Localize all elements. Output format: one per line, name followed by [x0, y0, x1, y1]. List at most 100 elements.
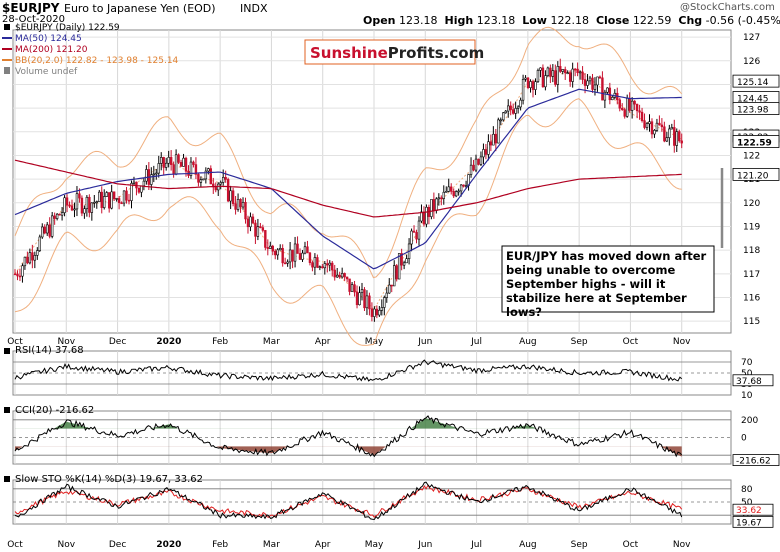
candle-body: [70, 205, 74, 211]
sto-panel: [12, 479, 732, 525]
candle-body: [450, 186, 453, 192]
candle-body: [46, 224, 49, 234]
candle-body: [350, 284, 354, 292]
legend-label: MA(200) 121.20: [15, 45, 88, 55]
candle-body: [648, 121, 651, 125]
watermark: @StockCharts.com: [680, 2, 775, 13]
candle-body: [541, 67, 545, 88]
candle-body: [204, 170, 208, 180]
price-tag-label: 123.98: [737, 106, 769, 116]
candle-body: [122, 190, 126, 204]
candle-body: [551, 70, 555, 77]
sto-tick-label: 50: [741, 498, 753, 508]
rsi-tag-label: 37.68: [736, 377, 762, 387]
candle-body: [58, 213, 61, 216]
candle-body: [251, 216, 255, 224]
candle-body: [244, 201, 247, 220]
candle-body: [219, 182, 222, 185]
candle-body: [331, 262, 334, 271]
legend-swatch: [4, 24, 10, 30]
annotation-text: September highs - will it: [506, 277, 666, 291]
candle-body: [274, 250, 277, 256]
logo-part1: Sunshine: [310, 44, 388, 62]
candle-body: [229, 190, 232, 202]
open-value: 123.18: [399, 14, 438, 27]
candle-body: [281, 248, 284, 264]
candle-body: [246, 218, 250, 228]
candle-body: [549, 67, 552, 77]
candle-body: [420, 211, 423, 222]
candle-body: [670, 127, 674, 130]
annotation-box: [501, 245, 715, 313]
price-tick-label: 126: [743, 57, 760, 67]
candle-body: [321, 266, 324, 269]
candle-body: [150, 174, 153, 185]
cci-tag: [732, 454, 780, 466]
candle-body: [531, 81, 535, 90]
annotation-text: lows?: [506, 305, 542, 319]
rsi-panel: [12, 350, 732, 396]
price-tag: [732, 167, 780, 181]
candle-body: [360, 289, 364, 294]
candle-body: [519, 99, 522, 108]
candle-body: [221, 177, 225, 183]
candle-body: [236, 199, 240, 210]
low-value: 122.18: [550, 14, 589, 27]
candle-body: [390, 284, 393, 287]
candle-body: [254, 222, 257, 237]
candle-body: [417, 220, 421, 240]
candle-body: [571, 68, 574, 82]
candle-body: [288, 249, 292, 263]
candle-body: [189, 161, 193, 176]
candle-body: [452, 191, 455, 197]
candle-body: [529, 81, 532, 89]
candle-body: [112, 191, 116, 199]
candle-body: [271, 245, 274, 252]
candle-body: [608, 87, 612, 101]
candle-body: [36, 250, 39, 256]
legend-label: $EURJPY (Daily) 122.59: [15, 23, 120, 33]
candle-body: [192, 161, 195, 165]
candle-body: [286, 261, 289, 264]
symbol: $EURJPY: [2, 1, 60, 15]
candle-body: [393, 265, 396, 287]
candle-body: [338, 274, 341, 278]
candle-body: [231, 190, 235, 204]
candle-body: [217, 183, 220, 191]
candle-body: [179, 162, 183, 167]
candle-body: [98, 191, 101, 202]
candle-body: [410, 230, 413, 245]
price-tick-label: 120: [743, 199, 760, 209]
cci-tag-label: -216.62: [736, 457, 771, 467]
candle-body: [415, 232, 418, 240]
candle-body: [18, 275, 22, 278]
candle-body: [564, 69, 567, 74]
candle-body: [611, 97, 614, 101]
candle-body: [323, 263, 327, 269]
close-value: 122.59: [632, 14, 672, 27]
candle-body: [209, 168, 213, 185]
candle-body: [234, 203, 237, 210]
candle-body: [635, 103, 639, 112]
candle-body: [405, 258, 408, 264]
candle-body: [194, 164, 198, 175]
candle-body: [665, 137, 669, 142]
candle-body: [164, 162, 168, 168]
candle-body: [241, 201, 245, 208]
candle-body: [383, 297, 386, 308]
sto-tick-label: 80: [741, 485, 753, 495]
price-tag-label: 121.20: [737, 171, 769, 181]
chg-value: -0.56 (-0.45%): [705, 14, 780, 27]
candle-body: [38, 236, 41, 251]
candle-body: [103, 196, 106, 208]
candle-body: [65, 197, 69, 206]
x-tick-label: Oct: [623, 337, 639, 347]
candle-body: [625, 97, 629, 117]
x-tick-label: Feb: [212, 337, 228, 347]
candle-body: [596, 76, 599, 86]
candle-body: [303, 246, 307, 254]
candle-body: [169, 157, 173, 165]
candle-body: [546, 67, 550, 76]
candle-body: [484, 149, 488, 155]
bb-upper-line: [14, 26, 683, 279]
